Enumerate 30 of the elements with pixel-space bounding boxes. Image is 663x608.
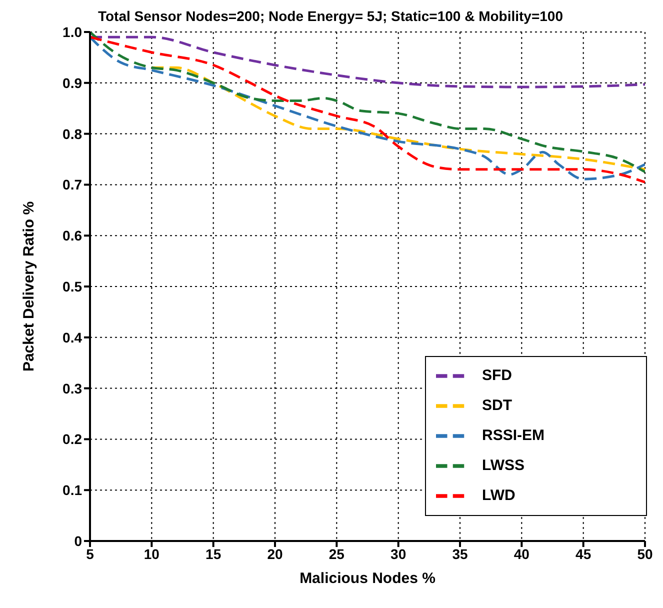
x-tick-label: 5 bbox=[86, 546, 94, 562]
legend-label: LWSS bbox=[482, 456, 525, 474]
legend-label: SDT bbox=[482, 396, 512, 414]
x-tick-label: 20 bbox=[267, 546, 283, 562]
y-tick-label: 0.4 bbox=[62, 329, 82, 346]
y-tick-label: 0.1 bbox=[62, 482, 82, 498]
x-axis-title: Malicious Nodes % bbox=[300, 570, 436, 587]
y-tick-label: 0 bbox=[74, 532, 82, 549]
x-tick-label: 40 bbox=[514, 546, 530, 562]
y-tick-label: 0.3 bbox=[62, 380, 82, 396]
x-tick-label: 25 bbox=[328, 546, 345, 562]
legend-label: RSSI-EM bbox=[482, 426, 545, 444]
y-tick-label: 0.5 bbox=[62, 278, 82, 294]
y-tick-label: 0.2 bbox=[62, 431, 82, 448]
x-tick-label: 30 bbox=[390, 546, 406, 562]
y-tick-label: 0.6 bbox=[62, 228, 82, 244]
y-tick-label: 0.8 bbox=[62, 126, 82, 142]
y-tick-label: 0.9 bbox=[62, 74, 82, 91]
legend-label: LWD bbox=[482, 486, 516, 504]
x-tick-label: 10 bbox=[144, 546, 160, 562]
x-tick-label: 15 bbox=[206, 546, 222, 562]
y-tick-label: 0.7 bbox=[62, 176, 82, 193]
y-axis-title: Packet Delivery Ratio % bbox=[20, 201, 38, 372]
x-tick-label: 50 bbox=[637, 546, 653, 562]
line-series bbox=[90, 36, 645, 88]
chart-title: Total Sensor Nodes=200; Node Energy= 5J; Static=100 & Mobility=100 bbox=[98, 8, 564, 24]
y-tick-label: 1.0 bbox=[62, 24, 82, 40]
x-tick-label: 35 bbox=[452, 546, 468, 562]
x-tick-label: 45 bbox=[576, 546, 592, 562]
legend-label: SFD bbox=[482, 366, 512, 384]
